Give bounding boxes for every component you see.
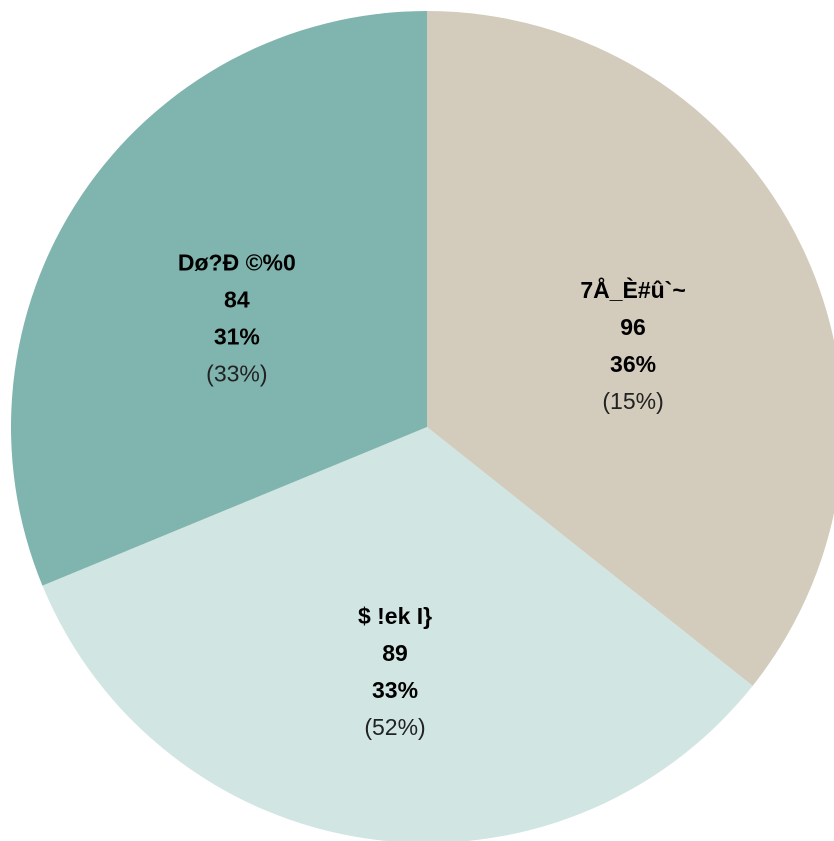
- value-label: 84: [224, 286, 250, 312]
- slice-label: Dø?Ð ©%0: [178, 249, 296, 275]
- percent-label: 36%: [610, 351, 656, 377]
- extra-label: (15%): [602, 388, 663, 414]
- value-label: 96: [620, 314, 646, 340]
- percent-label: 31%: [214, 323, 260, 349]
- slice-label: $ !ek I}: [358, 603, 432, 629]
- pie-slice: [427, 11, 834, 686]
- percent-label: 33%: [372, 677, 418, 703]
- extra-label: (33%): [206, 360, 267, 386]
- slice-label: 7Å_È#û`~: [580, 276, 685, 303]
- value-label: 89: [382, 640, 408, 666]
- pie-slice: [10, 11, 427, 586]
- extra-label: (52%): [364, 714, 425, 740]
- pie-slice: [42, 427, 753, 841]
